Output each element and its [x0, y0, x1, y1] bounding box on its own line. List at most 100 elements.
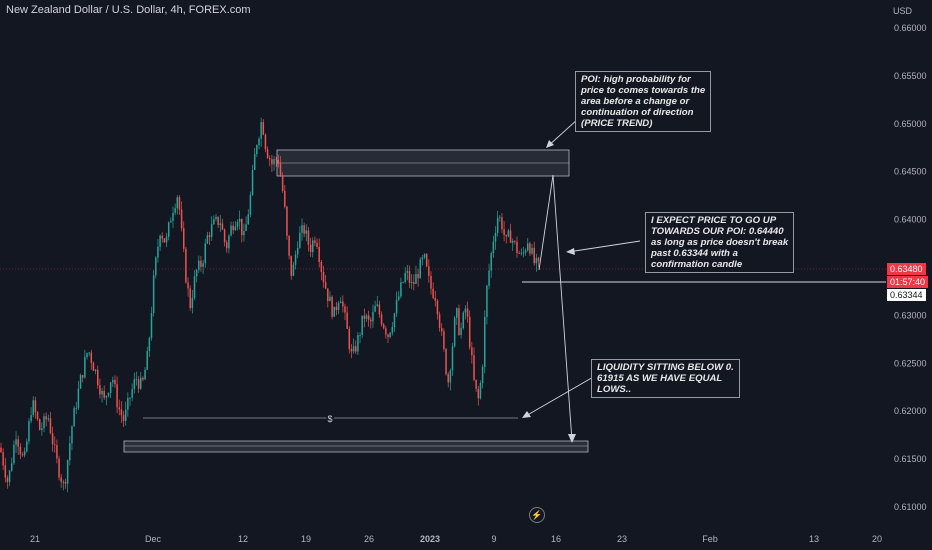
- candle-body: [357, 335, 359, 352]
- candle-body: [355, 346, 357, 352]
- candle-body: [21, 454, 24, 456]
- candle-body: [292, 264, 295, 276]
- candle-body: [329, 296, 331, 302]
- candle-body: [66, 460, 69, 484]
- y-tick-label: 0.65000: [894, 119, 927, 129]
- y-tick-label: 0.64000: [894, 215, 927, 225]
- candle-body: [367, 315, 370, 320]
- candle-body: [178, 197, 181, 210]
- last-price-badge: 0.63480: [887, 263, 926, 275]
- candle-body: [86, 353, 88, 358]
- candle-body: [232, 225, 234, 231]
- candle-body: [245, 224, 247, 231]
- poi-annotation[interactable]: POI: high probability for price to comes…: [575, 71, 712, 132]
- candle-body: [223, 229, 226, 243]
- candle-body: [496, 217, 499, 233]
- x-tick-label: 13: [809, 534, 819, 544]
- candle-body: [124, 409, 127, 421]
- candle-body: [137, 379, 140, 389]
- candle-body: [456, 308, 458, 318]
- candle-body: [449, 370, 452, 383]
- candle-body: [256, 145, 258, 155]
- candle-body: [79, 375, 82, 389]
- candle-body: [391, 327, 394, 333]
- candle-body: [97, 369, 99, 386]
- candle-body: [348, 328, 351, 350]
- candle-body: [473, 355, 475, 380]
- candle-body: [331, 296, 333, 317]
- candle-body: [363, 315, 366, 319]
- candle-body: [337, 303, 340, 311]
- candle-body: [372, 311, 374, 322]
- candle-body: [484, 316, 486, 367]
- candle-body: [324, 282, 327, 289]
- y-axis[interactable]: 0.660000.655000.650000.645000.640000.635…: [894, 23, 927, 512]
- candle-body: [34, 400, 37, 413]
- liquidity-annotation[interactable]: LIQUIDITY SITTING BELOW 0. 61915 AS WE H…: [591, 359, 740, 398]
- candle-body: [492, 241, 495, 254]
- candle-body: [535, 257, 538, 264]
- candle-body: [150, 313, 153, 339]
- candle-body: [19, 446, 22, 455]
- candle-body: [103, 390, 105, 398]
- candle-body: [247, 214, 249, 225]
- lightning-icon[interactable]: ⚡: [529, 507, 545, 523]
- candle-body: [413, 281, 415, 284]
- candle-body: [230, 225, 232, 236]
- expect-annotation[interactable]: I EXPECT PRICE TO GO UP TOWARDS OUR POI:…: [645, 212, 795, 273]
- candle-body: [152, 275, 155, 314]
- candle-body: [264, 134, 267, 150]
- candle-body: [320, 262, 323, 273]
- projection-line-down: [552, 174, 573, 442]
- x-axis[interactable]: 21 Dec 12 19 26 2023 9 16 23 Feb 13 20: [30, 534, 882, 544]
- candle-body: [251, 169, 254, 195]
- countdown-badge: 01:57:40: [887, 276, 929, 288]
- candle-body: [518, 253, 520, 254]
- candle-body: [486, 285, 488, 317]
- candle-body: [284, 190, 286, 207]
- candle-body: [165, 236, 168, 243]
- candle-body: [361, 315, 363, 336]
- candle-body: [507, 230, 510, 237]
- projection-arrowhead: [568, 434, 576, 443]
- candle-body: [105, 395, 108, 398]
- candle-body: [387, 334, 389, 338]
- candle-body: [43, 416, 45, 429]
- candle-body: [92, 362, 95, 371]
- candle-body: [494, 232, 497, 242]
- candle-body: [445, 348, 447, 375]
- candle-body: [314, 240, 316, 243]
- candle-body: [253, 154, 256, 170]
- candle-body: [410, 281, 413, 283]
- candle-body: [17, 439, 19, 447]
- candle-body: [260, 122, 262, 139]
- candle-body: [8, 470, 11, 482]
- candle-body: [140, 377, 142, 389]
- candle-body: [204, 243, 206, 264]
- candle-body: [524, 250, 527, 253]
- candle-body: [234, 226, 237, 231]
- demand-zone: [123, 440, 589, 453]
- candle-body: [286, 206, 288, 236]
- candle-body: [488, 270, 490, 286]
- chart-title: New Zealand Dollar / U.S. Dollar, 4h, FO…: [6, 4, 251, 16]
- candle-body: [529, 243, 531, 254]
- expect-callout-arrow: [567, 240, 641, 253]
- candle-body: [133, 379, 136, 390]
- candle-body: [421, 257, 424, 260]
- candle-body: [385, 328, 387, 335]
- candle-body: [84, 357, 86, 378]
- candle-body: [131, 389, 133, 398]
- candle-body: [408, 271, 411, 283]
- candle-body: [213, 219, 215, 225]
- candle-body: [327, 288, 329, 302]
- candle-body: [533, 247, 535, 264]
- candle-body: [258, 138, 260, 146]
- equal-lows-marker: $: [327, 414, 332, 424]
- candle-body: [200, 260, 202, 267]
- candle-body: [402, 281, 404, 283]
- candle-body: [299, 232, 301, 249]
- candle-body: [41, 428, 43, 431]
- candle-body: [193, 276, 196, 298]
